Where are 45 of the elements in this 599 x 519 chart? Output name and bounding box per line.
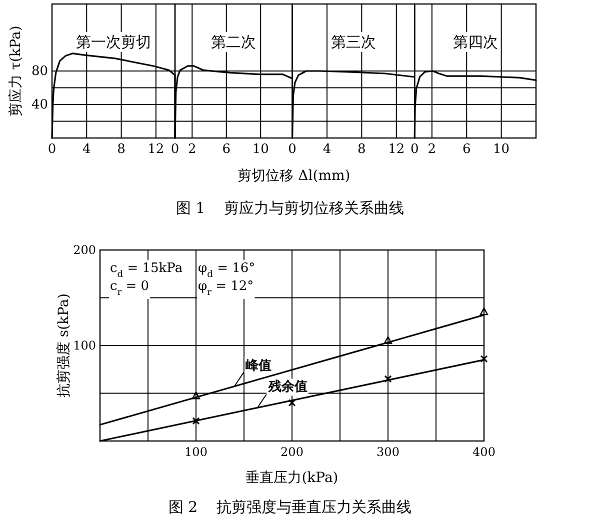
annotation: c$_{r}$ = 0: [110, 279, 150, 298]
x-tick-label: 0: [170, 142, 180, 157]
y-axis-title: 剪应力 τ(kPa): [8, 26, 24, 116]
x-tick-label: 2: [428, 142, 436, 157]
point: [480, 307, 488, 316]
x-tick-label: 8: [117, 142, 126, 157]
point: [384, 336, 392, 344]
x-tick-label: 4: [82, 142, 91, 157]
series-label: 峰值: [245, 358, 272, 374]
x-tick-label: 8: [358, 142, 366, 157]
x-tick-label: 400: [472, 445, 496, 459]
point: [192, 392, 200, 400]
x-axis-title: 剪切位移 Δl(mm): [238, 168, 350, 184]
text: 图 2 抗剪强度与垂直压力关系曲线: [168, 498, 412, 516]
annotation: 第三次: [330, 33, 376, 51]
y-axis-title: 抗剪强度 s(kPa): [56, 293, 72, 398]
point: [288, 399, 296, 407]
x-tick-label: 0: [410, 142, 419, 157]
x-tick-label: 10: [252, 142, 269, 157]
x-tick-label: 2: [188, 142, 196, 157]
point: [480, 355, 488, 363]
x-tick-label: 300: [376, 445, 400, 459]
x-tick-label: 0: [288, 142, 296, 157]
x-tick-label: 0: [48, 142, 56, 157]
point: [192, 417, 200, 425]
annotation: φ$_{d}$ = 16°: [198, 261, 256, 280]
point: [384, 375, 392, 383]
y-tick-label: 80: [31, 64, 48, 79]
x-tick-label: 6: [222, 142, 231, 157]
text: 图 1 剪应力与剪切位移关系曲线: [176, 199, 404, 217]
x-tick-label: 4: [322, 142, 332, 157]
legend-label: 残余值: [267, 380, 308, 395]
annotation: 第四次: [452, 33, 498, 51]
annotation: 第二次: [211, 33, 256, 51]
annotation: 第一次剪切: [76, 33, 151, 51]
x-axis-title: 垂直压力(kPa): [246, 470, 338, 486]
x-tick-label: 200: [280, 445, 304, 459]
x-tick-label: 10: [493, 142, 510, 157]
x-tick-label: 12: [388, 142, 405, 157]
x-tick-label: 100: [184, 445, 208, 459]
x-tick-label: 6: [462, 142, 471, 157]
y-tick-label: 40: [31, 98, 48, 112]
annotation: φ$_{r}$ = 12°: [198, 279, 254, 298]
annotation: c$_{d}$ = 15kPa: [110, 261, 183, 280]
x-tick-label: 12: [148, 142, 164, 157]
